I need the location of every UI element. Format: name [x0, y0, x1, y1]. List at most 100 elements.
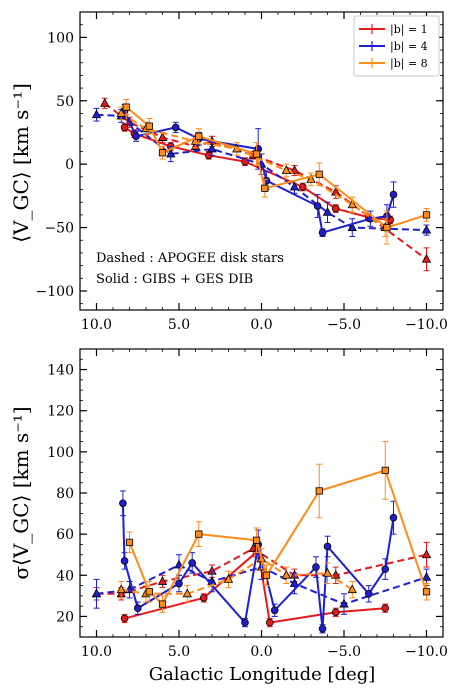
top-data-point: [252, 150, 261, 158]
top-series-line: [125, 106, 427, 229]
bottom-data-point: [188, 559, 197, 567]
top-y-axis-label: ⟨V_GC⟩ [km s⁻¹]: [9, 83, 33, 243]
bottom-data-point: [281, 569, 291, 579]
top-series-5: [122, 98, 431, 245]
bottom-data-point: [331, 608, 340, 617]
top-data-point: [306, 174, 316, 183]
top-data-point: [157, 132, 168, 141]
legend: |b| = 1 |b| = 4 |b| = 8: [353, 15, 440, 77]
bottom-data-point: [199, 594, 208, 602]
top-y-tick-label: 50: [56, 94, 74, 110]
bottom-series-3: [119, 490, 398, 634]
legend-label-b8: |b| = 8: [390, 57, 428, 71]
top-data-point: [261, 184, 269, 192]
top-series-line: [120, 112, 386, 229]
bottom-series-line: [121, 557, 353, 595]
bottom-y-tick-label: 20: [56, 609, 74, 625]
bottom-y-tick-label: 140: [47, 363, 74, 379]
top-x-tick-label: −5.0: [327, 317, 361, 333]
bottom-data-point: [119, 499, 127, 508]
top-series-group: [91, 97, 432, 272]
top-data-point: [166, 148, 176, 158]
bottom-data-point: [241, 618, 249, 627]
annotation-dashed: Dashed : APOGEE disk stars: [96, 251, 284, 266]
bottom-x-tick-label: −10.0: [405, 644, 448, 660]
bottom-y-tick-label: 120: [47, 404, 74, 420]
bottom-data-point: [195, 530, 203, 538]
legend-label-b4: |b| = 4: [390, 40, 428, 54]
top-data-point: [389, 190, 398, 199]
top-series-4: [116, 106, 390, 237]
top-y-tick-label: −50: [44, 221, 74, 237]
bottom-y-tick-label: 80: [56, 486, 74, 502]
top-data-point: [289, 165, 300, 174]
top-data-point: [422, 211, 431, 219]
bottom-data-point: [421, 549, 432, 559]
bottom-data-point: [223, 574, 234, 583]
bottom-data-point: [265, 618, 274, 627]
legend-item-b4: |b| = 4: [359, 40, 428, 54]
bottom-series-5: [125, 441, 431, 613]
top-x-tick-label: 5.0: [168, 317, 190, 333]
legend-item-b1: |b| = 1: [359, 23, 428, 37]
bottom-series-line: [128, 469, 428, 606]
bottom-data-point: [318, 624, 327, 633]
top-series-line: [104, 102, 428, 261]
bottom-data-point: [125, 538, 134, 546]
top-data-point: [318, 228, 327, 237]
top-data-point: [171, 123, 180, 132]
legend-item-b8: |b| = 8: [359, 57, 428, 71]
top-data-point: [289, 181, 300, 191]
bottom-data-point: [315, 487, 323, 495]
top-data-point: [331, 204, 340, 213]
bottom-x-tick-label: 0.0: [250, 644, 272, 660]
bottom-data-point: [422, 588, 431, 596]
top-data-point: [120, 123, 129, 132]
bottom-data-point: [157, 576, 168, 585]
top-data-point: [132, 132, 140, 141]
top-panel: 10.0 5.0 0.0 −5.0 −10.0 −100 −50 0 50 100 ⟨V_GC⟩ …: [9, 11, 448, 333]
top-data-point: [298, 183, 307, 191]
annotation-solid: Solid : GIBS + GES DIB: [96, 272, 253, 287]
x-axis-label: Galactic Longitude [deg]: [149, 664, 376, 685]
top-x-tick-label: −10.0: [405, 317, 448, 333]
bottom-data-point: [116, 584, 126, 594]
legend-box: [353, 15, 440, 77]
bottom-y-tick-label: 100: [47, 445, 74, 461]
bottom-data-point: [120, 614, 129, 623]
bottom-panel: 10.0 5.0 0.0 −5.0 −10.0 20 40 60 80 100 120 140 σ⟨V…: [9, 348, 448, 685]
bottom-data-point: [158, 600, 167, 608]
bottom-data-point: [262, 571, 271, 579]
bottom-data-point: [364, 589, 373, 598]
bottom-data-point: [339, 598, 349, 608]
bottom-data-point: [91, 588, 102, 598]
bottom-data-point: [322, 567, 333, 577]
bottom-y-tick-label: 60: [56, 527, 74, 543]
bottom-series-group: [91, 441, 432, 634]
bottom-data-point: [174, 559, 184, 569]
bottom-data-point: [381, 466, 389, 474]
top-data-point: [190, 135, 201, 145]
top-x-tick-label: 0.0: [250, 317, 272, 333]
top-data-point: [313, 202, 322, 210]
bottom-data-point: [120, 557, 129, 565]
bottom-data-point: [182, 588, 192, 598]
bottom-data-point: [347, 584, 357, 594]
top-data-point: [281, 165, 291, 174]
top-data-point: [207, 143, 217, 153]
bottom-y-axis-label: σ⟨V_GC⟩ [km s⁻¹]: [9, 406, 33, 579]
bottom-data-point: [252, 536, 261, 544]
top-y-tick-label: 100: [47, 30, 74, 46]
top-data-point: [158, 149, 167, 157]
bottom-data-point: [381, 604, 390, 612]
top-data-point: [347, 199, 357, 209]
top-data-point: [347, 222, 357, 231]
bottom-series-line: [96, 563, 427, 606]
bottom-data-point: [323, 542, 332, 551]
top-data-point: [322, 207, 333, 216]
bottom-data-point: [389, 513, 398, 522]
top-data-point: [315, 170, 323, 178]
bottom-data-point: [381, 565, 390, 573]
bottom-data-point: [289, 578, 300, 587]
